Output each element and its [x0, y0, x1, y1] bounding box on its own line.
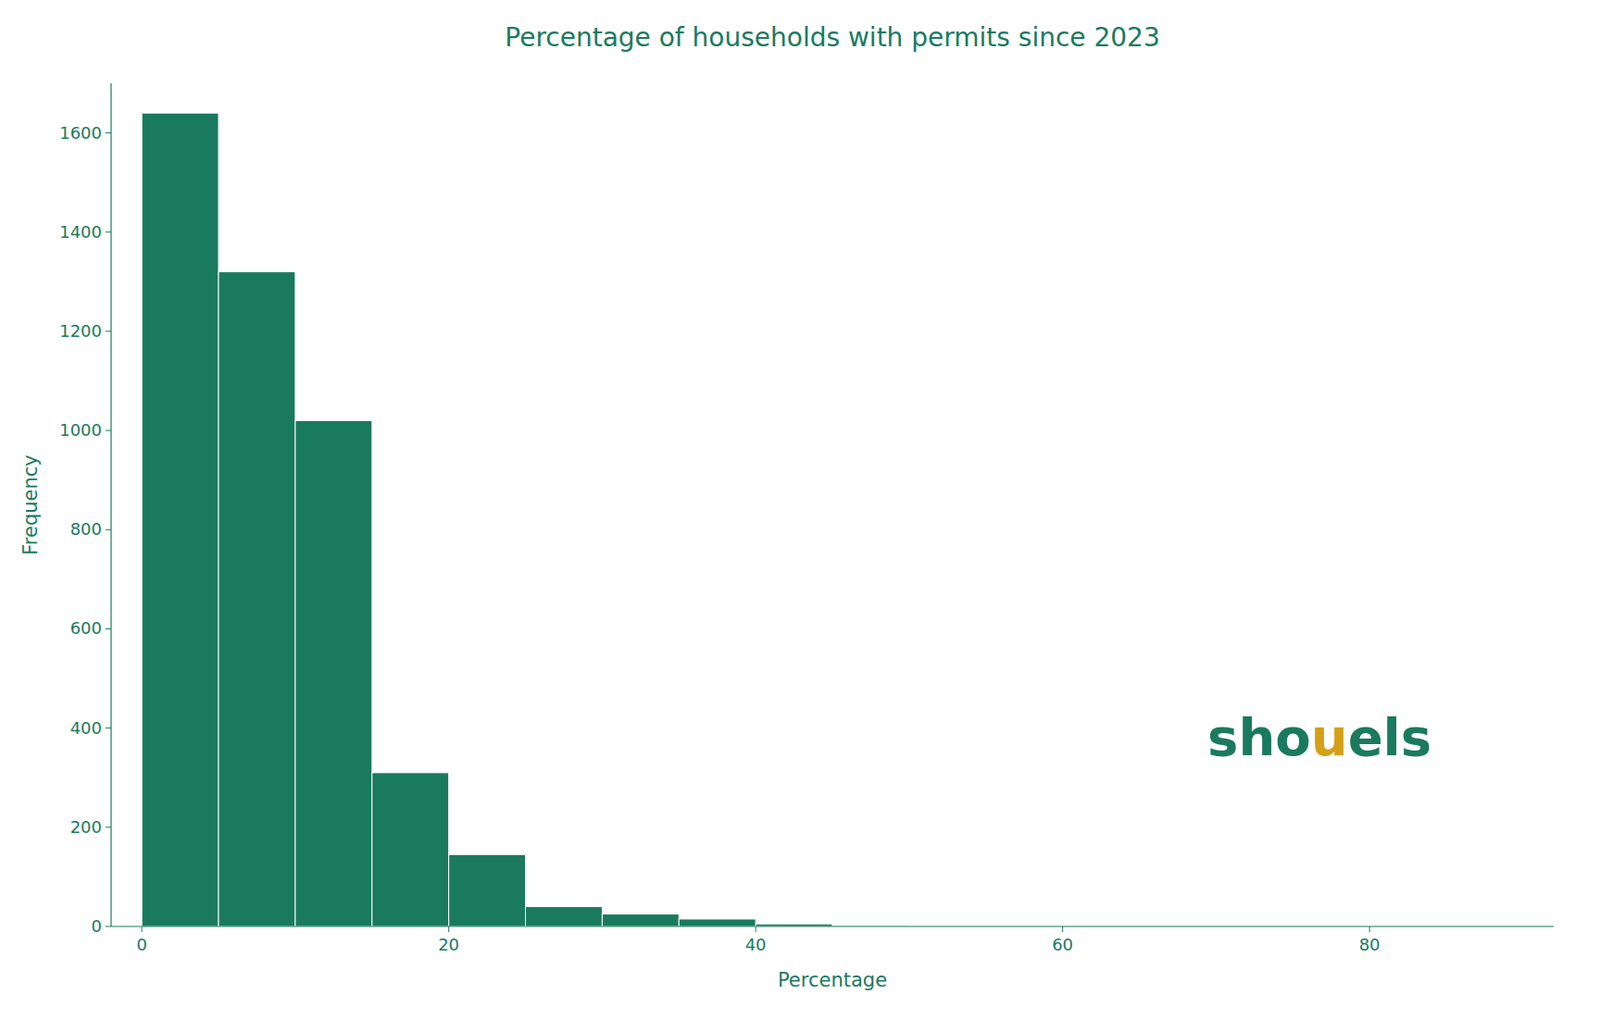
x-axis-line	[111, 925, 1554, 927]
x-tick	[448, 926, 450, 933]
x-tick	[141, 926, 143, 933]
logo: shouels	[1207, 707, 1432, 768]
y-tick	[105, 826, 112, 828]
x-tick	[1369, 926, 1371, 933]
y-tick	[105, 231, 112, 233]
y-tick-label: 0	[91, 916, 102, 937]
y-tick-label: 400	[70, 718, 102, 738]
x-tick	[1062, 926, 1063, 933]
title: Percentage of households with permits si…	[504, 22, 1160, 53]
bar	[601, 914, 679, 927]
axes: 02040608002004006008001000120014001600	[59, 83, 1554, 955]
logo-part: sho	[1207, 707, 1312, 768]
y-tick-label: 800	[70, 519, 102, 539]
y-tick	[105, 628, 112, 630]
y-tick	[105, 529, 112, 531]
bar	[141, 112, 219, 927]
y-axis-label: Frequency	[19, 454, 42, 556]
x-tick-label: 80	[1359, 935, 1381, 955]
logo-part: els	[1348, 707, 1433, 768]
y-tick	[105, 926, 112, 928]
bar	[449, 854, 526, 927]
bar	[295, 420, 373, 927]
x-axis-label: Percentage	[777, 969, 888, 992]
bar	[678, 919, 756, 927]
y-tick-label: 1400	[59, 222, 102, 242]
bar	[218, 272, 296, 927]
logo-part: u	[1311, 707, 1349, 768]
x-tick-label: 0	[136, 935, 147, 955]
y-tick-label: 1000	[59, 420, 102, 440]
x-tick-label: 20	[437, 935, 460, 955]
y-tick	[105, 727, 112, 729]
x-tick-label: 60	[1051, 935, 1074, 955]
bars	[141, 112, 1524, 927]
y-tick-label: 1200	[59, 321, 102, 341]
y-tick	[105, 430, 112, 432]
x-tick	[755, 926, 757, 933]
bar	[372, 773, 450, 927]
x-tick-label: 40	[745, 935, 767, 955]
y-axis-line	[110, 83, 112, 927]
chart: 02040608002004006008001000120014001600Pe…	[0, 0, 1600, 1019]
bar	[525, 907, 603, 927]
y-tick	[105, 330, 112, 332]
y-tick-label: 600	[70, 618, 102, 638]
y-tick	[105, 132, 112, 134]
y-tick-label: 1600	[59, 123, 102, 143]
y-tick-label: 200	[70, 817, 102, 838]
